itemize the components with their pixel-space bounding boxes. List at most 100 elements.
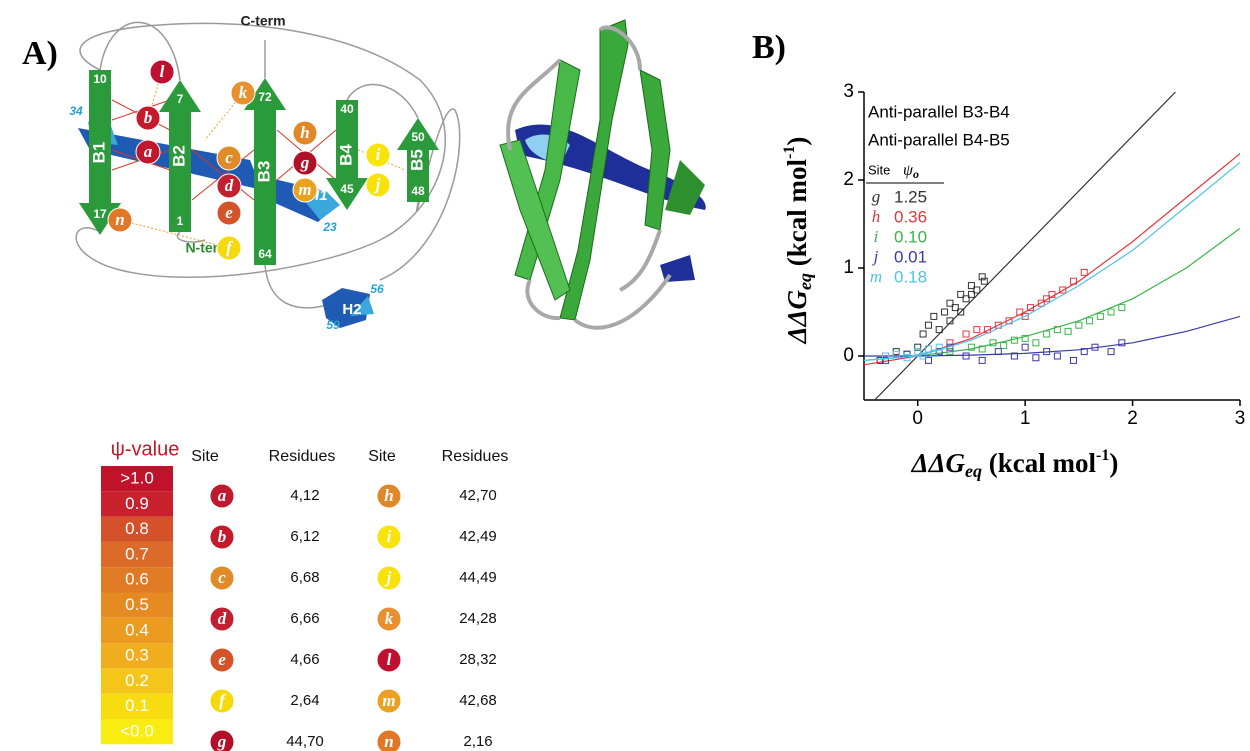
data-point [978, 273, 986, 281]
data-point [994, 348, 1002, 356]
site-letter: g [300, 153, 310, 172]
data-point [957, 308, 965, 316]
site-circle [209, 524, 235, 550]
site-circle [135, 139, 161, 165]
site-letter: d [218, 609, 227, 628]
legend-value: 0.36 [894, 207, 927, 226]
label-unit: (kcal mol [982, 448, 1096, 478]
site-circle [376, 688, 402, 714]
site-letter: g [217, 732, 227, 751]
legend-entry: h [872, 207, 881, 226]
annotation: Anti-parallel B3-B4 [868, 102, 1010, 121]
site-residues: 6,66 [290, 610, 319, 627]
data-point [946, 339, 954, 347]
site-letter: d [225, 176, 234, 195]
data-point [1000, 341, 1008, 349]
c-term-label: C-term [240, 13, 285, 29]
data-point [1086, 317, 1094, 325]
label-sub: eq [965, 461, 982, 481]
psi-level: 0.7 [125, 544, 149, 563]
strand-end: 50 [411, 130, 425, 144]
data-point [1043, 330, 1051, 338]
strand-end: 17 [93, 207, 107, 221]
strand-start: 40 [340, 102, 354, 116]
ribbon-3d [499, 19, 706, 330]
strand-arrow [397, 118, 439, 202]
site-letter: c [225, 148, 233, 167]
data-point [973, 286, 981, 294]
table-header: Residues [442, 448, 509, 465]
legend-header: ψo [903, 162, 919, 181]
data-point [946, 299, 954, 307]
psi-swatch [101, 466, 173, 492]
data-point [1118, 339, 1126, 347]
fit-line [864, 227, 1240, 361]
data-point [951, 304, 959, 312]
legend-entry: i [874, 227, 879, 246]
data-point [1080, 268, 1088, 276]
helix-start: 56 [370, 282, 384, 296]
data-point [1091, 343, 1099, 351]
data-point [1032, 339, 1040, 347]
data-point [1048, 290, 1056, 298]
psi-swatch [101, 592, 173, 618]
table-header: Site [368, 448, 396, 465]
x-tick-label: 3 [1235, 408, 1246, 429]
legend-entry: m [870, 267, 882, 286]
strand-name: B4 [336, 144, 355, 166]
legend-entry: g [872, 187, 881, 206]
data-point [1027, 304, 1035, 312]
x-label: ΔΔGeq (kcal mol-1) [911, 447, 1119, 481]
label-unit: (kcal mol [782, 159, 812, 273]
psi-swatch [101, 719, 173, 745]
site-letter: h [384, 486, 393, 505]
data-point [989, 339, 997, 347]
label-close: ) [1109, 448, 1118, 478]
strand-start: 48 [411, 184, 425, 198]
site-letter: f [226, 238, 234, 257]
data-point [1037, 299, 1045, 307]
fit-line [874, 92, 1176, 400]
site-circle [209, 483, 235, 509]
site-circle [216, 145, 242, 171]
site-residues: 44,49 [459, 569, 497, 586]
site-letter: n [384, 732, 393, 751]
strand-end: 72 [258, 90, 272, 104]
psi-swatch [101, 668, 173, 694]
label-sub: eq [795, 273, 815, 290]
psi-level: 0.9 [125, 494, 149, 513]
data-point [978, 356, 986, 364]
psi-level: 0.5 [125, 595, 149, 614]
psi-level: 0.1 [125, 696, 149, 715]
psi-level: 0.8 [125, 519, 149, 538]
plot-area [864, 92, 1240, 400]
legend-psi: ψ [903, 162, 914, 179]
legend-value: 0.01 [894, 247, 927, 266]
psi-level: 0.3 [125, 646, 149, 665]
y-tick-label: 3 [843, 81, 854, 102]
data-point [1010, 352, 1018, 360]
site-circle [376, 647, 402, 673]
psi-swatch [101, 643, 173, 669]
data-point [1107, 348, 1115, 356]
fit-line [864, 315, 1240, 357]
data-point [978, 345, 986, 353]
label-sup: -1 [781, 146, 798, 159]
site-letter: e [218, 650, 226, 669]
data-point [930, 349, 938, 357]
data-point [881, 356, 889, 364]
data-point [1032, 354, 1040, 362]
strand-name: B1 [89, 142, 108, 164]
y-tick-label: 2 [843, 169, 854, 190]
label-main: ΔΔG [911, 448, 966, 478]
site-circle [376, 524, 402, 550]
site-residues: 4,66 [290, 651, 319, 668]
data-point [914, 343, 922, 351]
site-circle [149, 59, 175, 85]
data-point [935, 348, 943, 356]
site-circle [209, 729, 235, 751]
site-residues: 42,70 [459, 487, 497, 504]
site-circle [107, 207, 133, 233]
psi-swatch [101, 516, 173, 542]
helix-start: 34 [69, 104, 83, 118]
